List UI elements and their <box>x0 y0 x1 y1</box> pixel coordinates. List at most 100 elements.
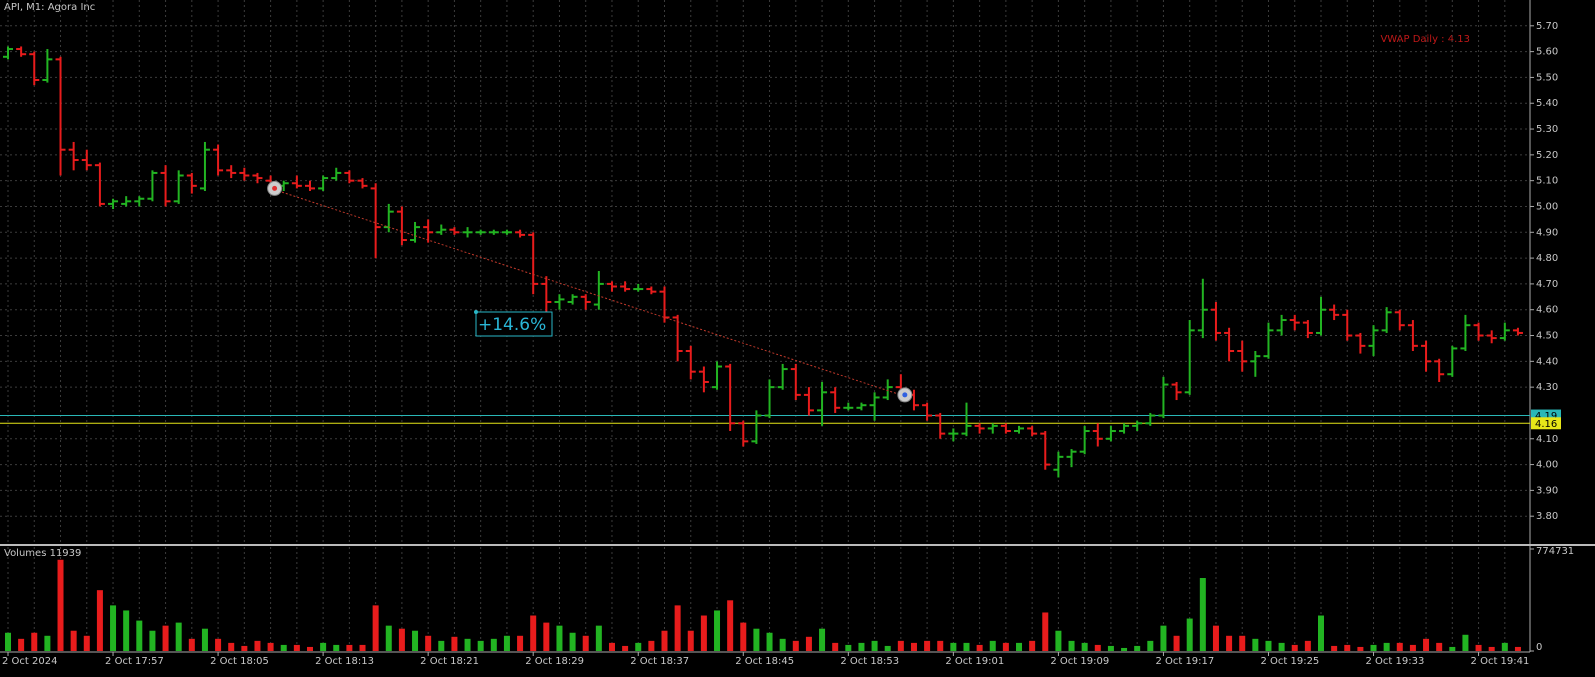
ohlc-bar <box>948 428 959 442</box>
volume-bar <box>740 622 747 651</box>
ohlc-bar <box>331 167 342 181</box>
measure-anchor <box>474 310 478 314</box>
y-tick-label: 774731 <box>1536 546 1574 557</box>
volume-bar <box>976 644 983 651</box>
volume-bar <box>819 628 826 651</box>
ohlc-bar <box>1407 320 1418 352</box>
ohlc-bar <box>357 178 368 189</box>
ohlc-bar <box>436 224 447 235</box>
ohlc-bar <box>1066 449 1077 468</box>
ohlc-bar <box>1434 358 1445 382</box>
volume-bar <box>503 635 510 651</box>
x-tick-label: 2 Oct 17:57 <box>105 656 164 667</box>
volume-bar <box>1186 618 1193 651</box>
volume-bar <box>543 622 550 651</box>
volume-bar <box>766 632 773 651</box>
volume-bar <box>1029 640 1036 651</box>
ohlc-bar <box>94 162 105 207</box>
volume-bar <box>31 632 38 651</box>
y-tick-label: 4.80 <box>1536 253 1558 264</box>
ohlc-bar <box>1027 425 1038 437</box>
ohlc-bar <box>633 283 644 292</box>
ohlc-bar <box>108 198 119 210</box>
ohlc-bar <box>1276 314 1287 336</box>
volume-bar <box>1094 644 1101 651</box>
ohlc-bar <box>239 167 250 181</box>
ohlc-bar <box>1250 351 1261 377</box>
trend-endpoint-dot <box>902 392 908 398</box>
ohlc-bar <box>1145 412 1156 426</box>
ohlc-bar <box>475 229 486 235</box>
ohlc-bar <box>803 387 814 416</box>
vwap-label: VWAP Daily : 4.13 <box>1380 34 1470 45</box>
ohlc-bar <box>685 345 696 380</box>
y-tick-label: 5.00 <box>1536 201 1558 212</box>
ohlc-bar <box>1171 381 1182 401</box>
volume-bar <box>1514 646 1521 651</box>
volume-bar <box>267 642 274 651</box>
volume-bar <box>346 644 353 651</box>
volume-bar <box>175 622 182 651</box>
ohlc-bar <box>882 379 893 401</box>
ohlc-bar <box>81 149 92 171</box>
measure-box <box>475 311 553 337</box>
ohlc-bar <box>620 281 631 292</box>
volume-bar <box>569 632 576 651</box>
ohlc-bar <box>698 366 709 393</box>
y-tick-label: 4.60 <box>1536 305 1558 316</box>
volume-bar <box>5 632 11 651</box>
volume-bar <box>1304 640 1311 651</box>
ohlc-bar <box>1302 320 1313 339</box>
volume-bar <box>1160 625 1167 651</box>
x-tick-label: 2 Oct 18:37 <box>630 656 689 667</box>
trend-endpoint-dot <box>272 185 278 191</box>
ohlc-bar <box>1394 309 1405 331</box>
volume-bar <box>201 628 208 651</box>
ohlc-bar <box>1237 340 1248 372</box>
volume-bar <box>674 605 681 651</box>
ohlc-bar <box>1210 301 1221 341</box>
ohlc-bar <box>1460 314 1471 352</box>
volume-title: Volumes 11939 <box>4 548 81 559</box>
ohlc-bar <box>1000 423 1011 434</box>
ohlc-bar <box>554 294 565 310</box>
volume-bar <box>412 630 419 651</box>
ohlc-bar <box>1342 309 1353 341</box>
x-tick-label: 2 Oct 19:25 <box>1260 656 1319 667</box>
x-tick-label: 2 Oct 18:53 <box>840 656 899 667</box>
volume-bar <box>517 635 524 651</box>
volume-bar <box>215 638 222 651</box>
volume-bar <box>149 630 156 651</box>
ohlc-bar <box>869 392 880 421</box>
volume-bar <box>280 644 287 651</box>
ohlc-bar <box>922 402 933 421</box>
ohlc-bar <box>16 46 27 57</box>
ohlc-bar <box>501 229 512 235</box>
ohlc-bar <box>410 221 421 243</box>
volume-bar <box>937 640 944 651</box>
volume-bar <box>1370 644 1377 651</box>
volume-bar <box>306 646 313 651</box>
y-tick-label: 5.10 <box>1536 176 1558 187</box>
ohlc-bar <box>42 49 53 83</box>
ohlc-bar <box>777 363 788 390</box>
ohlc-bar <box>1040 431 1051 470</box>
ohlc-bar <box>987 423 998 434</box>
price-label-box <box>1531 417 1561 430</box>
ohlc-bar <box>1119 423 1130 434</box>
volume-bar <box>451 636 458 651</box>
ohlc-bar <box>173 170 184 204</box>
price-label: 4.16 <box>1535 419 1557 430</box>
y-tick-label: 5.40 <box>1536 98 1558 109</box>
volume-bar <box>635 642 642 651</box>
ohlc-bar <box>1447 345 1458 377</box>
ohlc-bar <box>186 172 197 194</box>
volume-bar <box>372 605 379 651</box>
ohlc-bar <box>580 294 591 310</box>
volume-bar <box>1475 644 1482 651</box>
volume-bar <box>805 636 812 651</box>
ohlc-bar <box>55 56 66 176</box>
volume-bar <box>910 642 917 651</box>
